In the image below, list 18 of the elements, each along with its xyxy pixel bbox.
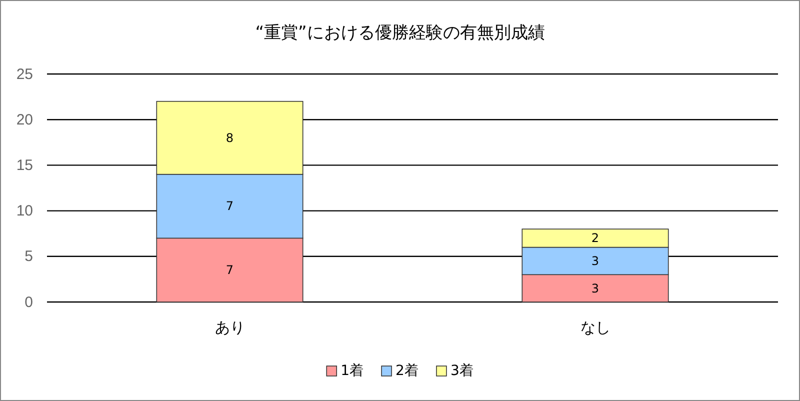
- data-label: 2: [591, 231, 600, 246]
- data-label: 3: [591, 254, 600, 268]
- legend-label: 2着: [396, 363, 418, 379]
- data-label: 7: [226, 199, 234, 214]
- y-tick-label: 10: [16, 202, 33, 220]
- chart-title: “重賞”における優勝経験の有無別成績: [255, 23, 545, 43]
- x-tick-label: あり: [214, 320, 245, 337]
- y-tick-label: 20: [16, 111, 33, 128]
- x-tick-label: なし: [580, 320, 610, 337]
- data-label: 3: [591, 281, 600, 296]
- data-label: 7: [226, 263, 234, 278]
- y-tick-label: 15: [16, 157, 33, 174]
- y-tick-label: 25: [16, 66, 33, 83]
- y-tick-label: 0: [24, 294, 33, 311]
- legend-label: 1着: [340, 363, 364, 379]
- y-tick-label: 5: [24, 248, 33, 266]
- legend-label: 3着: [450, 363, 474, 379]
- data-label: 8: [226, 130, 234, 145]
